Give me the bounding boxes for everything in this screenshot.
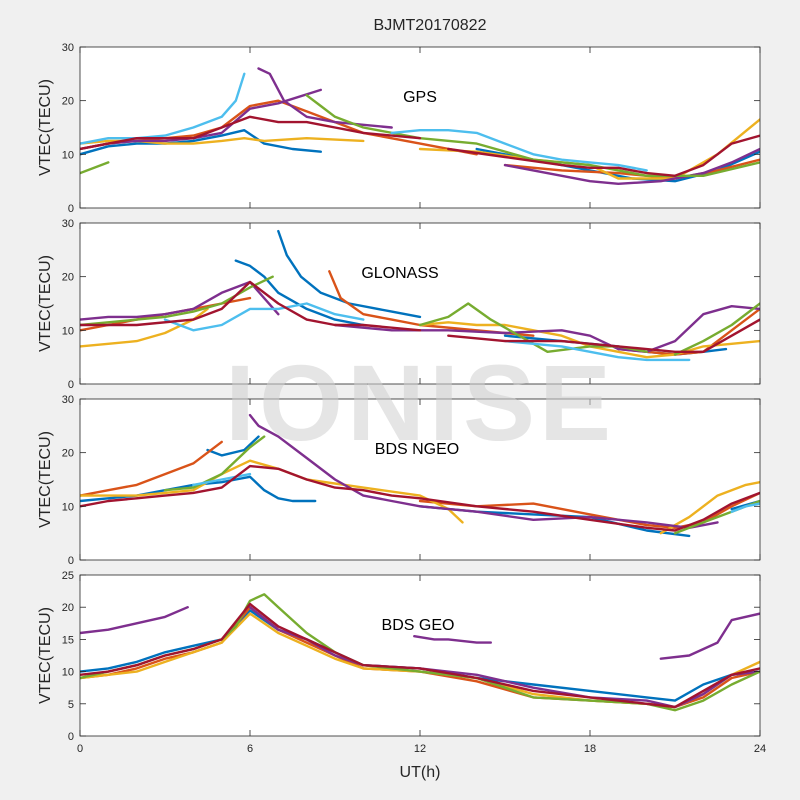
series-group <box>80 229 760 362</box>
y-axis-label: VTEC(TECU) <box>37 431 54 528</box>
series-line-12 <box>192 472 252 487</box>
x-tick-label: 12 <box>414 743 426 755</box>
series-line-6 <box>413 635 492 644</box>
series-group <box>80 593 760 712</box>
series-line-17 <box>447 318 760 353</box>
plot-area <box>80 399 760 560</box>
panel-4: 0 5 10 15 20 25 0 6 12 18 24 VTEC(TECU) BDS GEO <box>37 570 766 755</box>
series-group <box>80 413 760 538</box>
series-line-4 <box>80 606 189 635</box>
series-line-12 <box>80 72 246 145</box>
panel-label: BDS NGEO <box>375 441 459 458</box>
series-line-13 <box>390 128 648 172</box>
x-axis-label: UT(h) <box>400 764 441 781</box>
x-tick-label: 0 <box>77 743 83 755</box>
y-tick-label: 15 <box>62 634 74 646</box>
series-line-13 <box>730 502 760 513</box>
y-tick-label: 20 <box>62 448 74 460</box>
series-line-7 <box>80 459 464 524</box>
panel-2: 0 10 20 30 VTEC(TECU) GLONASS <box>37 218 761 391</box>
series-line-1 <box>80 128 322 156</box>
series-line-10 <box>80 161 110 175</box>
series-line-9 <box>248 413 719 529</box>
panel-3: 0 10 20 30 VTEC(TECU) BDS NGEO <box>37 394 761 567</box>
y-tick-label: 30 <box>62 394 74 406</box>
y-tick-label: 25 <box>62 570 74 582</box>
series-line-13 <box>673 302 760 356</box>
plot-area <box>80 47 760 208</box>
y-tick-label: 30 <box>62 218 74 230</box>
series-line-9 <box>80 280 280 321</box>
y-axis-label: VTEC(TECU) <box>37 79 54 176</box>
panels-group: 0 10 20 30 VTEC(TECU) GPS 0 10 20 30 VTEC(TECU) GLO… <box>37 42 766 755</box>
series-line-14 <box>163 302 365 332</box>
series-line-5 <box>80 440 223 497</box>
y-tick-label: 30 <box>62 42 74 54</box>
panel-1: 0 10 20 30 VTEC(TECU) GPS <box>37 42 761 215</box>
y-tick-label: 20 <box>62 272 74 284</box>
y-tick-label: 10 <box>62 667 74 679</box>
panel-label: GPS <box>403 89 437 106</box>
series-line-7 <box>659 612 760 660</box>
y-tick-label: 10 <box>62 149 74 161</box>
y-tick-label: 0 <box>68 379 74 391</box>
y-tick-label: 20 <box>62 96 74 108</box>
y-tick-label: 10 <box>62 501 74 513</box>
series-line-7 <box>257 67 393 129</box>
series-line-11 <box>80 275 274 327</box>
series-line-15 <box>503 339 691 362</box>
series-line-1 <box>277 229 422 319</box>
y-tick-label: 0 <box>68 731 74 743</box>
panel-label: BDS GEO <box>382 617 455 634</box>
series-line-10 <box>333 305 760 353</box>
y-axis-label: VTEC(TECU) <box>37 607 54 704</box>
series-line-16 <box>80 280 422 332</box>
series-line-6 <box>418 491 760 529</box>
y-tick-label: 20 <box>62 602 74 614</box>
y-tick-label: 0 <box>68 203 74 215</box>
x-tick-label: 24 <box>754 743 766 755</box>
series-group <box>80 67 760 186</box>
series-line-10 <box>163 435 266 492</box>
series-line-14 <box>80 115 422 151</box>
series-line-14 <box>80 464 760 532</box>
x-tick-label: 18 <box>584 743 596 755</box>
series-line-9 <box>503 147 760 186</box>
y-tick-label: 10 <box>62 325 74 337</box>
plot-area <box>80 575 760 736</box>
series-line-2 <box>206 435 260 457</box>
panel-label: GLONASS <box>361 265 438 282</box>
series-line-9 <box>80 602 760 709</box>
series-line-5 <box>328 270 535 337</box>
series-line-15 <box>447 134 760 178</box>
y-tick-label: 0 <box>68 555 74 567</box>
y-tick-label: 5 <box>68 699 74 711</box>
series-line-2 <box>234 259 365 327</box>
x-tick-label: 6 <box>247 743 253 755</box>
series-line-8 <box>659 481 760 535</box>
watermark-text: IONISE <box>225 342 615 463</box>
figure-title: BJMT20170822 <box>374 17 487 34</box>
y-axis-label: VTEC(TECU) <box>37 255 54 352</box>
